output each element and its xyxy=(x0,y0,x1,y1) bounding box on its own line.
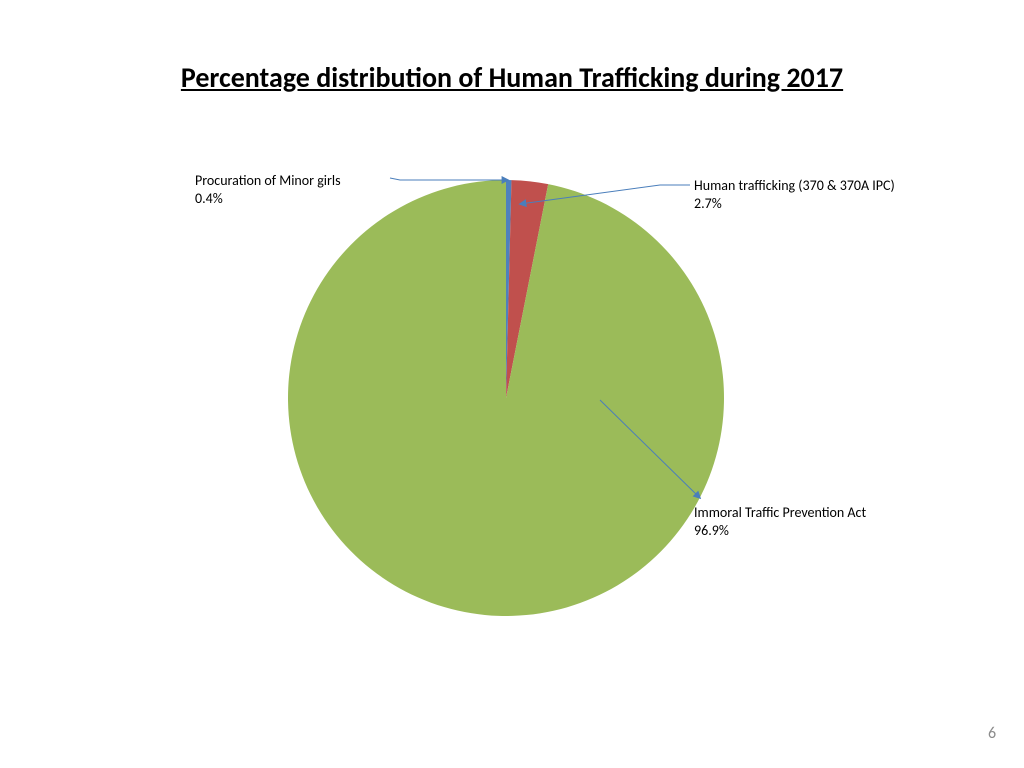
slice-label-text: Human trafficking (370 & 370A IPC) xyxy=(694,177,895,195)
slice-label-pct: 2.7% xyxy=(694,195,895,213)
slice-label-pct: 96.9% xyxy=(694,522,866,540)
slice-label-pct: 0.4% xyxy=(195,190,341,208)
callout-line xyxy=(390,178,508,180)
slice-label-text: Immoral Traffic Prevention Act xyxy=(694,504,866,522)
slice-label: Human trafficking (370 & 370A IPC)2.7% xyxy=(694,177,895,212)
pie-chart xyxy=(0,0,1024,768)
slice-label-text: Procuration of Minor girls xyxy=(195,172,341,190)
slice-label: Procuration of Minor girls0.4% xyxy=(195,172,341,207)
page-number: 6 xyxy=(988,724,996,743)
pie-slice xyxy=(288,180,724,616)
slice-label: Immoral Traffic Prevention Act96.9% xyxy=(694,504,866,539)
